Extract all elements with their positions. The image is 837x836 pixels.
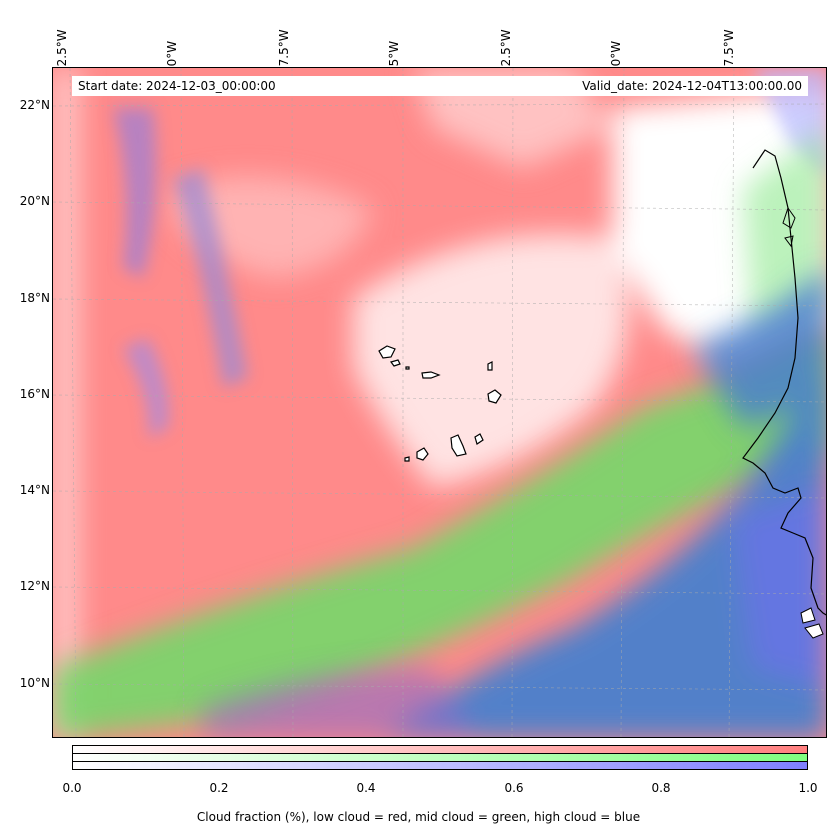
colorbar-tick-2: 0.4 (356, 781, 376, 795)
island-boa-vista (487, 389, 502, 404)
start-date: Start date: 2024-12-03_00:00:00 (78, 79, 276, 93)
lat-label-10n: 10°N (19, 676, 50, 690)
colorbar-label: Cloud fraction (%), low cloud = red, mid… (196, 810, 641, 824)
lat-label-14n: 14°N (19, 483, 50, 497)
colorbar-low (72, 745, 808, 754)
bijagos-islands (800, 607, 824, 639)
high-cloud-mass (203, 269, 826, 737)
island-santa-luzia (405, 366, 410, 370)
island-brava (404, 456, 410, 462)
graticule (53, 68, 826, 737)
colorbar (72, 745, 808, 770)
colorbar-high (72, 761, 808, 770)
island-santo-antao (378, 345, 396, 359)
lat-label-18n: 18°N (19, 291, 50, 305)
island-maio (474, 433, 484, 445)
valid-date: Valid_date: 2024-12-04T13:00:00.00 (582, 79, 802, 93)
island-sao-vicente (389, 359, 401, 367)
colorbar-tick-1: 0.2 (209, 781, 229, 795)
coast-detail (782, 206, 796, 248)
colorbar-mid (72, 753, 808, 762)
lat-label-22n: 22°N (19, 98, 50, 112)
lat-label-20n: 20°N (19, 194, 50, 208)
colorbar-tick-3: 0.6 (504, 781, 524, 795)
colorbar-tick-0: 0.0 (62, 781, 82, 795)
date-header: Start date: 2024-12-03_00:00:00 Valid_da… (72, 76, 808, 96)
island-fogo (416, 447, 429, 461)
lat-label-16n: 16°N (19, 387, 50, 401)
colorbar-tick-5: 1.0 (798, 781, 818, 795)
island-sal (487, 361, 493, 371)
africa-coastline (742, 149, 826, 616)
cape-verde-islands (378, 345, 502, 462)
colorbar-tick-4: 0.8 (651, 781, 671, 795)
island-santiago (450, 434, 467, 457)
island-sao-nicolau (421, 371, 441, 379)
map-canvas (53, 68, 826, 737)
cloud-fraction-map[interactable] (52, 67, 827, 738)
lat-label-12n: 12°N (19, 579, 50, 593)
